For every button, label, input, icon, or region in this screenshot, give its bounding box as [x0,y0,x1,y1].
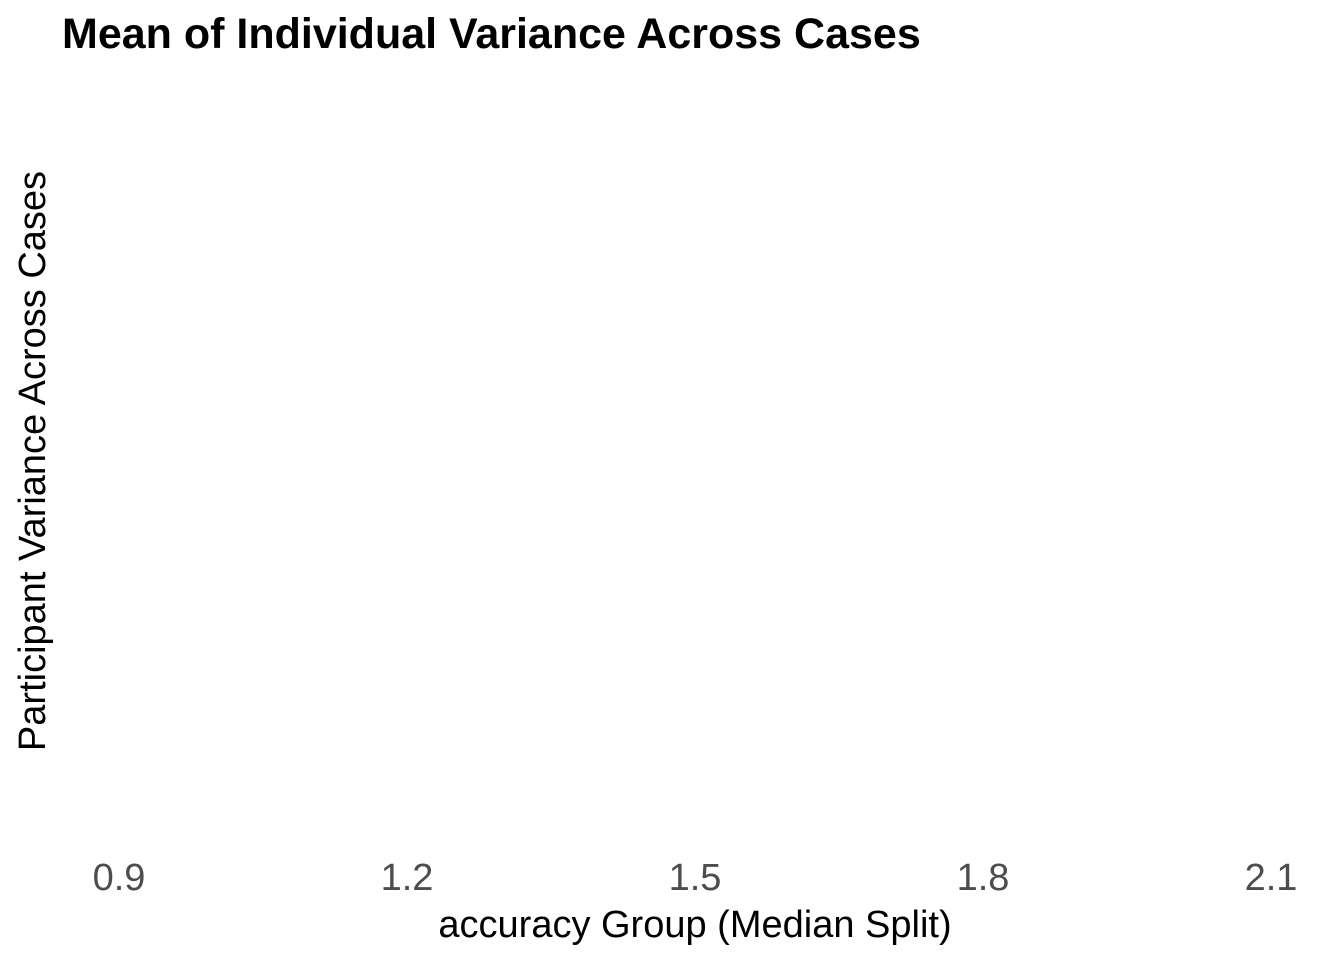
x-tick-labels: 0.9 1.2 1.5 1.8 2.1 [93,857,1298,899]
x-tick-label: 1.8 [957,857,1010,899]
x-tick-label: 0.9 [93,857,146,899]
y-axis-label: Participant Variance Across Cases [12,171,54,751]
x-tick-label: 1.5 [669,857,722,899]
x-tick-label: 1.2 [381,857,434,899]
x-tick-label: 2.1 [1245,857,1298,899]
chart-title: Mean of Individual Variance Across Cases [62,10,921,58]
x-axis-label: accuracy Group (Median Split) [438,904,951,946]
